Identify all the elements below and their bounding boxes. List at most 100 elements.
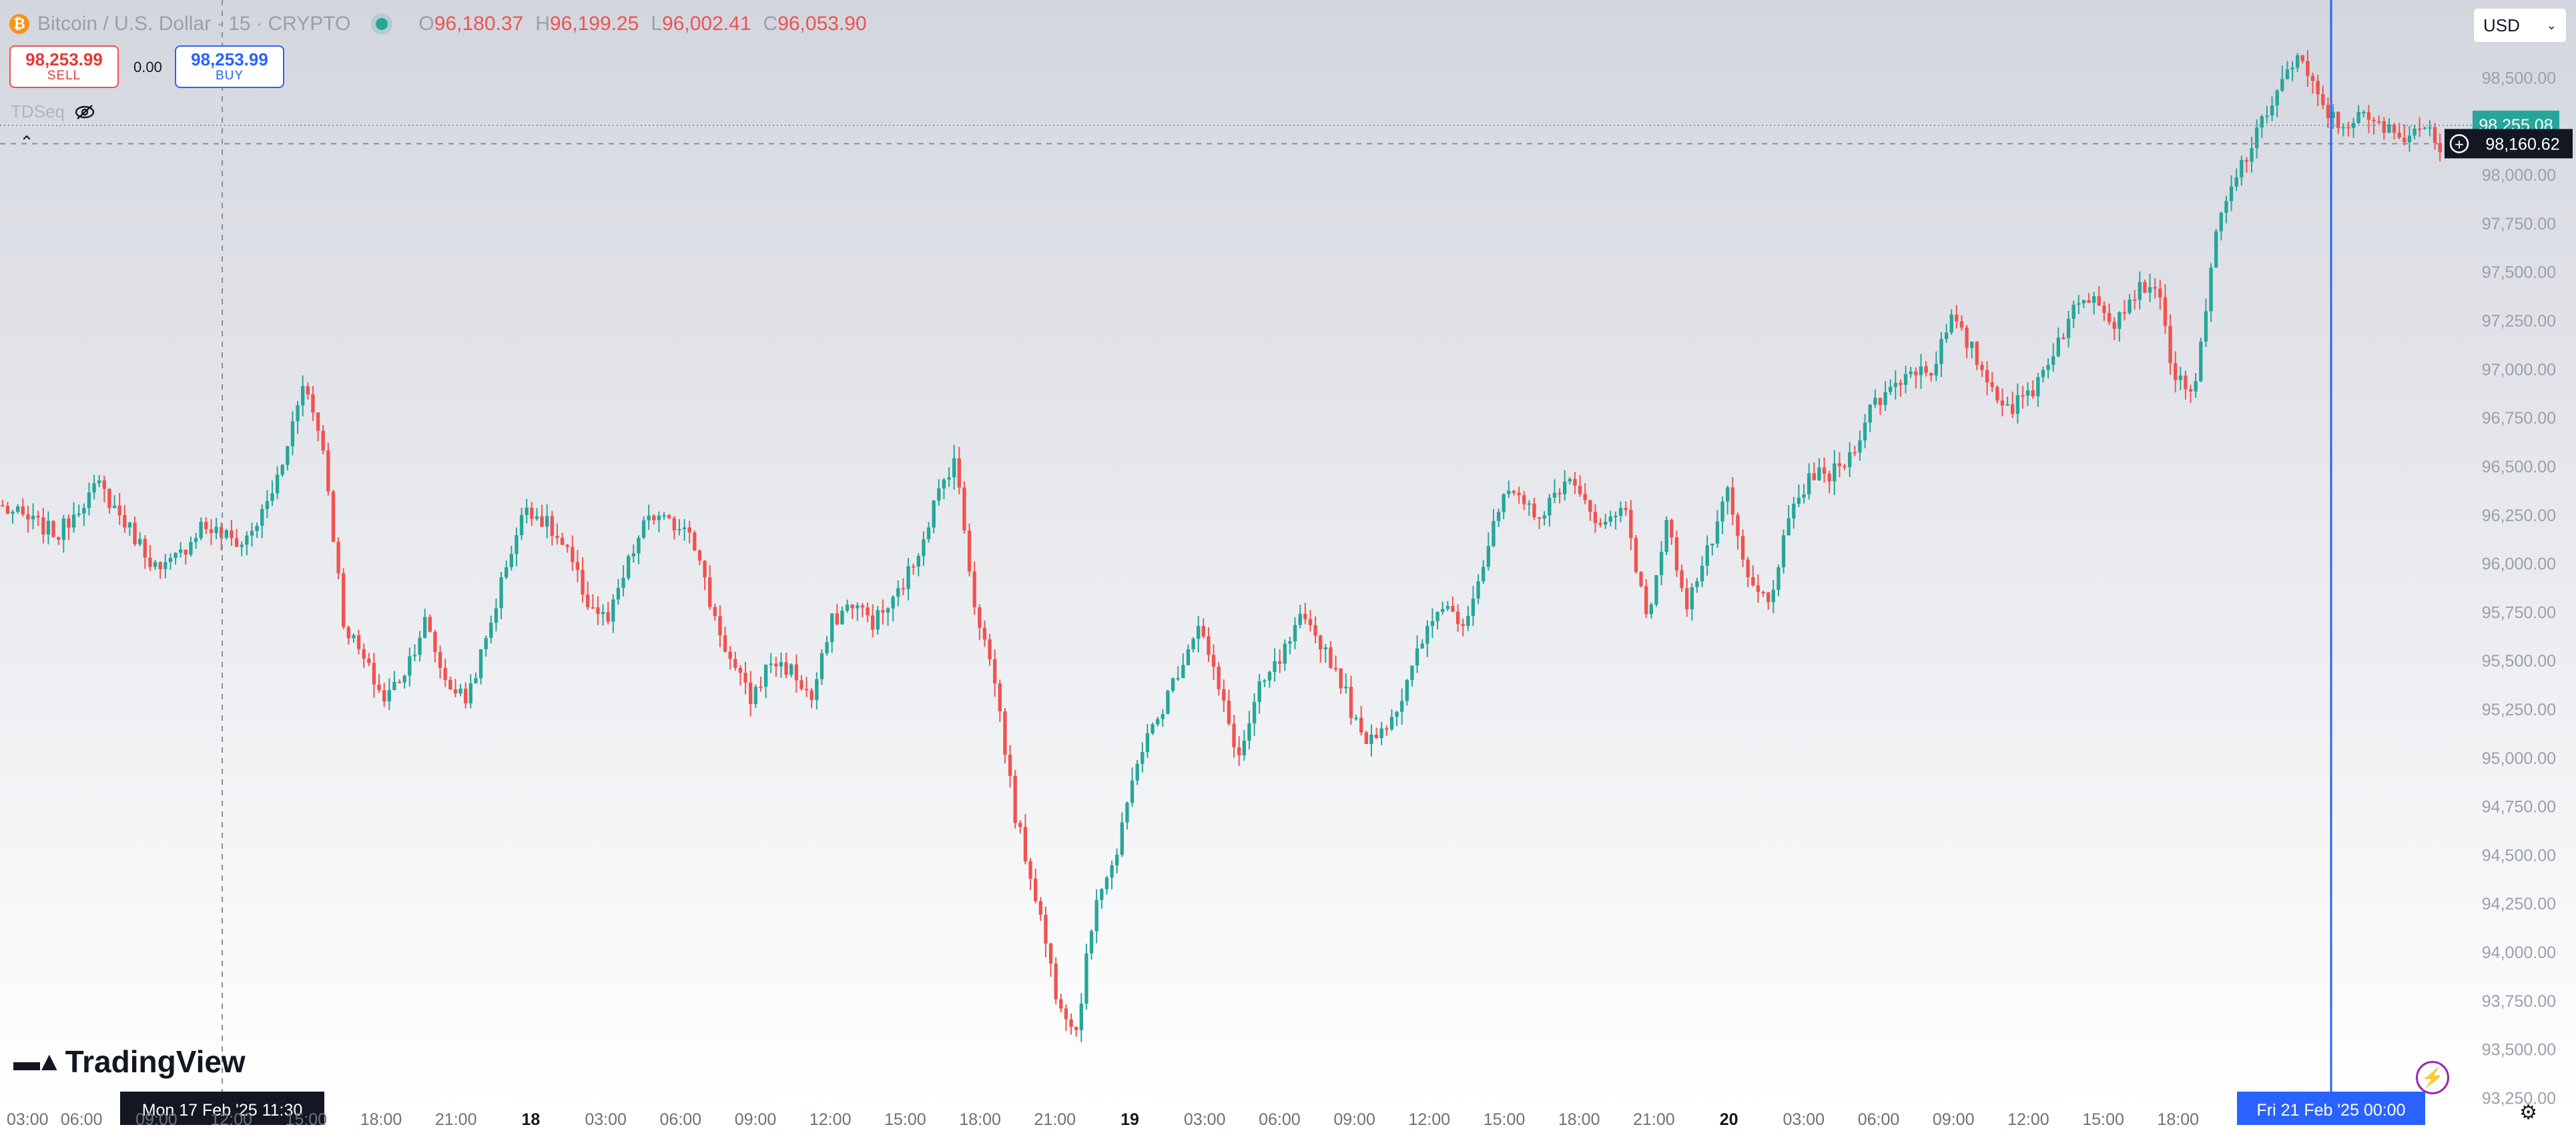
- eye-off-icon[interactable]: [74, 103, 95, 121]
- symbol-name[interactable]: Bitcoin / U.S. Dollar: [37, 13, 212, 35]
- ohlc-low-key: L: [651, 13, 663, 35]
- collapse-legend-chevron-up-icon[interactable]: ⌃: [19, 132, 34, 152]
- candle-body: [1048, 943, 1053, 964]
- candle-body: [2387, 124, 2391, 133]
- candle-body: [2219, 212, 2223, 232]
- currency-select[interactable]: USD ⌄: [2473, 8, 2567, 43]
- add-alert-button[interactable]: [2445, 129, 2474, 159]
- candle-body: [535, 516, 539, 519]
- candle-body: [2051, 356, 2055, 365]
- candle-body: [1853, 452, 1857, 454]
- candle-body: [2128, 299, 2132, 313]
- candle-body: [1740, 536, 1745, 560]
- candle-body: [641, 520, 646, 538]
- candle-body: [1110, 865, 1114, 878]
- candle-body: [1476, 581, 1480, 599]
- candle-body: [1771, 589, 1775, 603]
- candle-body: [296, 405, 300, 422]
- currency-value: USD: [2483, 15, 2520, 35]
- candle-body: [1787, 518, 1791, 536]
- candle-body: [184, 549, 188, 555]
- candle-body: [922, 539, 926, 556]
- candle-body: [1420, 643, 1424, 649]
- indicator-tdseq[interactable]: TDSeq: [11, 101, 95, 122]
- candle-body: [1730, 487, 1734, 515]
- candle-body: [1100, 889, 1104, 900]
- candle-body: [117, 505, 121, 515]
- buy-button[interactable]: 98,253.99 BUY: [175, 45, 284, 88]
- candle-body: [627, 556, 631, 579]
- candle-body: [1125, 803, 1129, 823]
- candle-body: [2143, 282, 2147, 293]
- candle-body: [2081, 300, 2086, 304]
- candle-body: [1069, 1019, 1073, 1027]
- candle-body: [1527, 503, 1531, 505]
- candle-body: [1064, 1008, 1068, 1020]
- candle-body: [1013, 775, 1017, 823]
- candle-body: [1242, 740, 1246, 756]
- candle-body: [2204, 311, 2208, 342]
- lightning-icon[interactable]: ⚡: [2416, 1061, 2449, 1094]
- candle-body: [1680, 570, 1684, 589]
- candle-body: [102, 480, 106, 489]
- gear-icon[interactable]: ⚙: [2519, 1102, 2537, 1124]
- candle-body: [2296, 55, 2300, 68]
- candle-body: [275, 474, 280, 494]
- candle-body: [2036, 377, 2040, 397]
- candle-body: [412, 655, 417, 657]
- candle-body: [1807, 473, 1811, 494]
- time-tick-label: 09:00: [1933, 1110, 1975, 1129]
- candle-body: [1176, 678, 1180, 680]
- candle-body: [1659, 552, 1664, 575]
- candle-body: [57, 536, 61, 540]
- candle-body: [336, 541, 340, 574]
- candle-body: [550, 516, 554, 536]
- candle-body: [1430, 621, 1435, 627]
- candle-body: [1934, 364, 1938, 376]
- candle-body: [1710, 543, 1714, 546]
- time-tick-label: 15:00: [286, 1110, 328, 1129]
- candle-body: [1054, 964, 1058, 1000]
- candle-body: [1690, 587, 1694, 610]
- price-tick-label: 94,500.00: [2482, 846, 2556, 865]
- candle-body: [804, 689, 809, 691]
- candle-body: [871, 615, 875, 630]
- candle-body: [2178, 375, 2182, 380]
- candle-body: [1573, 478, 1577, 486]
- time-tick-label: 15:00: [884, 1110, 926, 1129]
- time-tick-label: 12:00: [210, 1110, 252, 1129]
- candle-body: [255, 525, 259, 531]
- candle-body: [2133, 299, 2137, 301]
- candle-body: [2346, 127, 2350, 129]
- time-tick-label: 18: [521, 1110, 540, 1129]
- candle-body: [209, 529, 214, 533]
- candle-body: [1161, 714, 1165, 719]
- candle-body: [11, 512, 15, 514]
- time-axis[interactable]: 03:00 06:00 09:00 12:00 15:00 18:00 21:00 18 03:…: [7, 1110, 2199, 1129]
- candle-body: [112, 505, 117, 508]
- candle-body: [2214, 231, 2218, 268]
- candle-body: [1482, 566, 1486, 582]
- tradingview-logo[interactable]: ▬▲ TradingView: [13, 1044, 246, 1080]
- candle-body: [234, 538, 239, 547]
- candle-body: [1379, 728, 1383, 739]
- chart-background: [0, 0, 2576, 1108]
- time-tick-label: 09:00: [735, 1110, 777, 1129]
- candle-body: [906, 566, 910, 589]
- candle-body: [993, 659, 997, 684]
- price-axis[interactable]: 93,250.00 93,500.00 93,750.00 94,000.00 94,2…: [2482, 21, 2556, 1108]
- candle-body: [1812, 473, 1816, 480]
- candle-body: [397, 681, 402, 683]
- ohlc-open-key: O: [418, 13, 434, 35]
- candle-body: [2402, 137, 2406, 143]
- time-tick-label: 18:00: [360, 1110, 402, 1129]
- interval[interactable]: 15: [228, 13, 251, 35]
- sell-button[interactable]: 98,253.99 SELL: [9, 45, 119, 88]
- candle-body: [245, 535, 249, 545]
- candle-body: [978, 607, 982, 628]
- candle-body: [1059, 999, 1063, 1009]
- candle-body: [97, 480, 101, 484]
